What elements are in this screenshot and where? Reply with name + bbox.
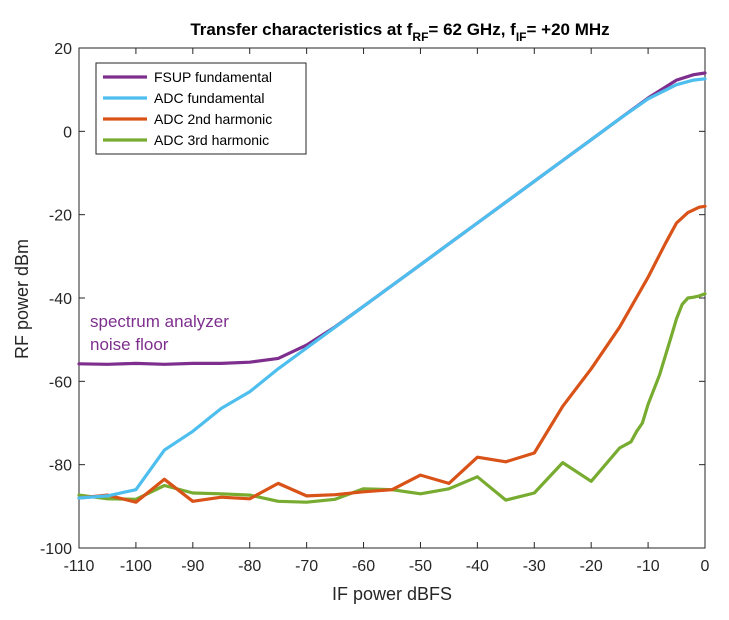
x-tick-label: -90 xyxy=(181,558,204,575)
x-tick-label: -50 xyxy=(409,558,432,575)
series-line-adc-fundamental xyxy=(77,77,707,500)
legend-label-adc-fundamental: ADC fundamental xyxy=(154,90,265,106)
x-tick-label: -100 xyxy=(120,558,152,575)
noise-floor-annotation-line1: spectrum analyzer xyxy=(90,312,229,331)
series-line-adc-3rd-harmonic xyxy=(77,292,707,504)
noise-floor-annotation-line2: noise floor xyxy=(90,335,169,354)
x-tick-label: -40 xyxy=(466,558,489,575)
x-tick-label: -70 xyxy=(295,558,318,575)
legend-label-adc-3rd-harmonic: ADC 3rd harmonic xyxy=(154,132,269,148)
legend-label-adc-2nd-harmonic: ADC 2nd harmonic xyxy=(154,111,272,127)
y-tick-label: 0 xyxy=(63,124,72,141)
x-tick-label: -30 xyxy=(523,558,546,575)
series-line-adc-2nd-harmonic xyxy=(77,204,707,504)
x-tick-label: -10 xyxy=(637,558,660,575)
y-tick-label: -60 xyxy=(49,374,72,391)
y-tick-label: -40 xyxy=(49,291,72,308)
chart-title: Transfer characteristics at fRF= 62 GHz,… xyxy=(190,20,609,44)
x-tick-label: 0 xyxy=(701,558,710,575)
y-tick-label: 20 xyxy=(54,41,72,58)
y-tick-label: -20 xyxy=(49,208,72,225)
y-axis-label: RF power dBm xyxy=(12,239,32,359)
x-axis-label: IF power dBFS xyxy=(332,584,452,604)
legend: FSUP fundamental ADC fundamental ADC 2nd h… xyxy=(95,62,307,155)
x-tick-label: -60 xyxy=(352,558,375,575)
legend-label-fsup-fundamental: FSUP fundamental xyxy=(154,69,272,85)
x-tick-label: -80 xyxy=(238,558,261,575)
y-tick-label: -100 xyxy=(40,541,72,558)
y-tick-label: -80 xyxy=(49,458,72,475)
x-tick-label: -20 xyxy=(580,558,603,575)
x-tick-label: -110 xyxy=(64,558,95,575)
